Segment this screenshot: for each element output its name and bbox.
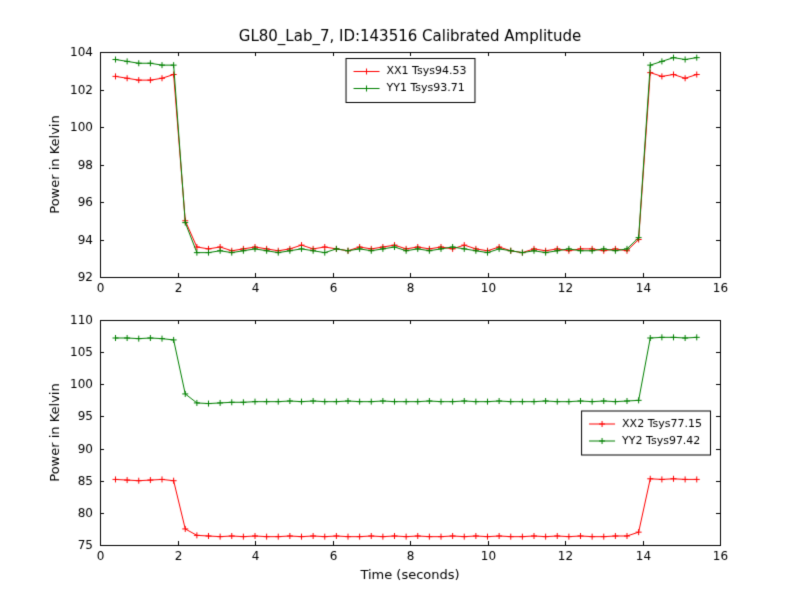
chart-canvas <box>0 0 800 600</box>
figure: GL80_Lab_7, ID:143516 Calibrated Amplitu… <box>0 0 800 600</box>
